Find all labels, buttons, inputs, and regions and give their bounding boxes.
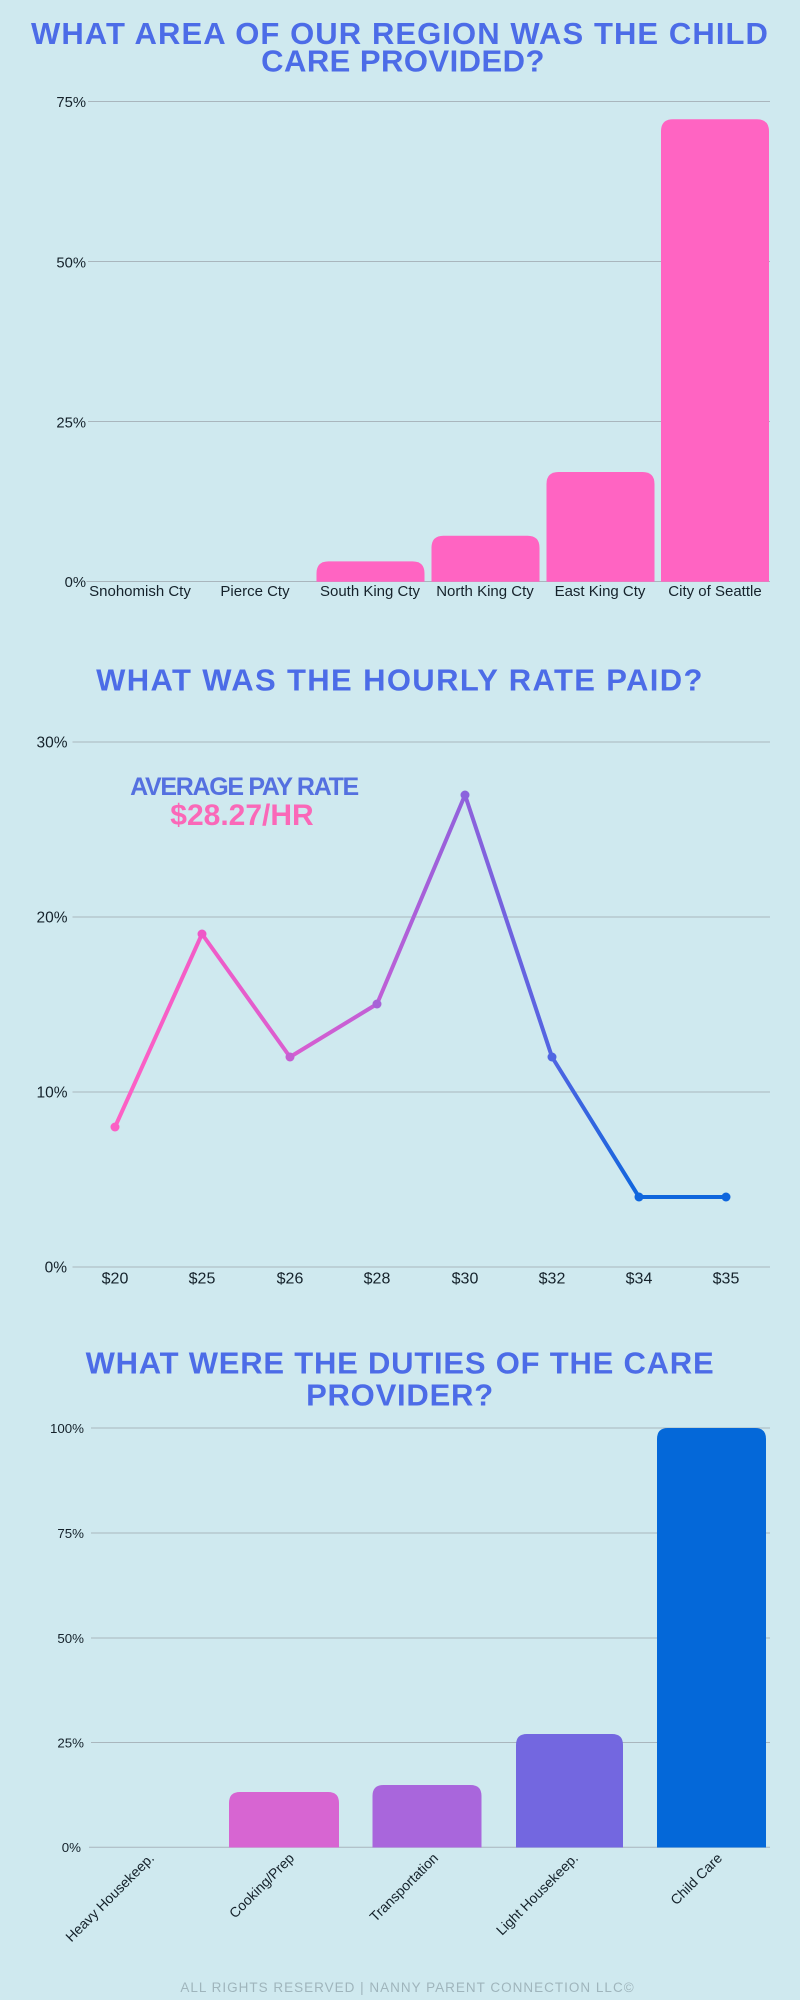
svg-text:WHAT AREA OF OUR REGION WAS TH: WHAT AREA OF OUR REGION WAS THE CHILD [31,16,769,51]
svg-text:$25: $25 [189,1271,216,1288]
svg-text:East King Cty: East King Cty [555,583,646,600]
svg-text:10%: 10% [36,1085,67,1102]
svg-text:$35: $35 [713,1271,740,1288]
svg-text:$30: $30 [452,1271,479,1288]
svg-text:Pierce Cty: Pierce Cty [220,583,290,600]
svg-text:WHAT WERE THE DUTIES OF THE CA: WHAT WERE THE DUTIES OF THE CARE [86,1346,715,1381]
svg-text:PROVIDER?: PROVIDER? [306,1378,494,1413]
svg-text:$20: $20 [102,1271,129,1288]
svg-text:AVERAGE PAY RATE: AVERAGE PAY RATE [130,773,358,801]
svg-text:City of Seattle: City of Seattle [668,583,761,600]
svg-text:$34: $34 [626,1271,653,1288]
svg-text:75%: 75% [56,95,86,111]
svg-text:0%: 0% [65,575,86,591]
svg-text:North King Cty: North King Cty [436,583,534,600]
svg-text:25%: 25% [56,416,86,432]
svg-text:0%: 0% [45,1260,68,1277]
svg-text:30%: 30% [36,735,67,752]
svg-text:0%: 0% [62,1840,81,1855]
svg-text:50%: 50% [56,256,86,272]
svg-text:Snohomish Cty: Snohomish Cty [89,583,191,600]
svg-text:100%: 100% [50,1421,84,1436]
svg-text:South King Cty: South King Cty [320,583,421,600]
svg-text:20%: 20% [36,910,67,927]
svg-text:ALL RIGHTS RESERVED | NANNY PA: ALL RIGHTS RESERVED | NANNY PARENT CONNE… [180,1980,634,1995]
svg-text:$26: $26 [277,1271,304,1288]
svg-text:WHAT WAS THE HOURLY RATE PAID?: WHAT WAS THE HOURLY RATE PAID? [96,663,704,698]
svg-text:CARE PROVIDED?: CARE PROVIDED? [261,44,545,79]
svg-text:50%: 50% [57,1631,84,1646]
svg-text:25%: 25% [57,1735,84,1750]
svg-text:75%: 75% [57,1526,84,1541]
svg-text:$28: $28 [364,1271,391,1288]
svg-text:$28.27/HR: $28.27/HR [170,799,314,832]
svg-text:$32: $32 [539,1271,566,1288]
